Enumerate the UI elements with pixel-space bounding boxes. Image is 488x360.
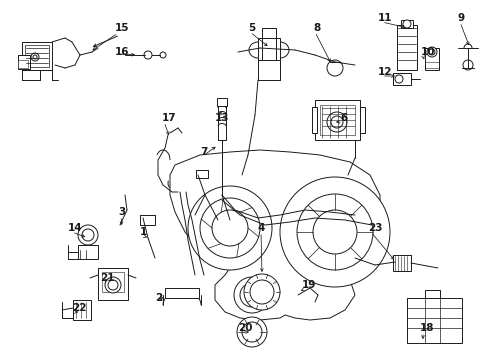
Bar (217, 98, 226, 106)
Circle shape (244, 274, 280, 310)
Text: 17: 17 (162, 113, 176, 123)
Text: 21: 21 (100, 273, 114, 283)
Bar (262, 28, 275, 38)
Text: 16: 16 (115, 47, 129, 57)
Text: 22: 22 (72, 303, 86, 313)
Text: 5: 5 (247, 23, 255, 33)
Polygon shape (170, 150, 379, 320)
Bar (314, 100, 359, 140)
Text: 1: 1 (140, 227, 147, 237)
Circle shape (187, 186, 271, 270)
Bar (400, 20, 412, 28)
Circle shape (237, 317, 266, 347)
Bar (140, 215, 155, 225)
Text: 9: 9 (457, 13, 464, 23)
Circle shape (234, 277, 269, 313)
Circle shape (462, 60, 472, 70)
Text: 20: 20 (238, 323, 252, 333)
Bar (359, 107, 364, 133)
Text: 7: 7 (200, 147, 207, 157)
Text: 6: 6 (339, 113, 346, 123)
Text: 12: 12 (377, 67, 392, 77)
Text: 15: 15 (115, 23, 129, 33)
Text: 13: 13 (215, 113, 229, 123)
Bar (18, 60, 28, 68)
Circle shape (426, 47, 436, 57)
Bar (218, 105, 225, 140)
Bar (78, 245, 98, 259)
Text: 8: 8 (312, 23, 320, 33)
Bar (396, 25, 416, 70)
Bar (319, 105, 354, 135)
Bar (311, 107, 316, 133)
Circle shape (394, 75, 402, 83)
Text: 19: 19 (302, 280, 316, 290)
Text: 10: 10 (420, 47, 435, 57)
Bar (25, 45, 49, 67)
Bar (424, 290, 439, 298)
Circle shape (78, 225, 98, 245)
Bar (73, 300, 91, 320)
Bar (164, 288, 199, 298)
Bar (102, 272, 124, 292)
Bar (18, 55, 30, 69)
Bar (406, 298, 461, 343)
Bar (258, 38, 280, 60)
Text: 18: 18 (419, 323, 434, 333)
Bar (392, 73, 410, 85)
Text: 4: 4 (258, 223, 265, 233)
Circle shape (326, 112, 346, 132)
Text: 23: 23 (367, 223, 382, 233)
Circle shape (105, 277, 121, 293)
Circle shape (326, 60, 342, 76)
Bar (196, 170, 207, 178)
Text: 3: 3 (118, 207, 125, 217)
Bar (98, 268, 128, 300)
Bar (22, 42, 52, 70)
Text: 2: 2 (155, 293, 162, 303)
Circle shape (280, 177, 389, 287)
Circle shape (402, 20, 410, 28)
Text: 14: 14 (68, 223, 82, 233)
Bar (392, 255, 410, 271)
Bar (424, 48, 438, 70)
Text: 11: 11 (377, 13, 392, 23)
